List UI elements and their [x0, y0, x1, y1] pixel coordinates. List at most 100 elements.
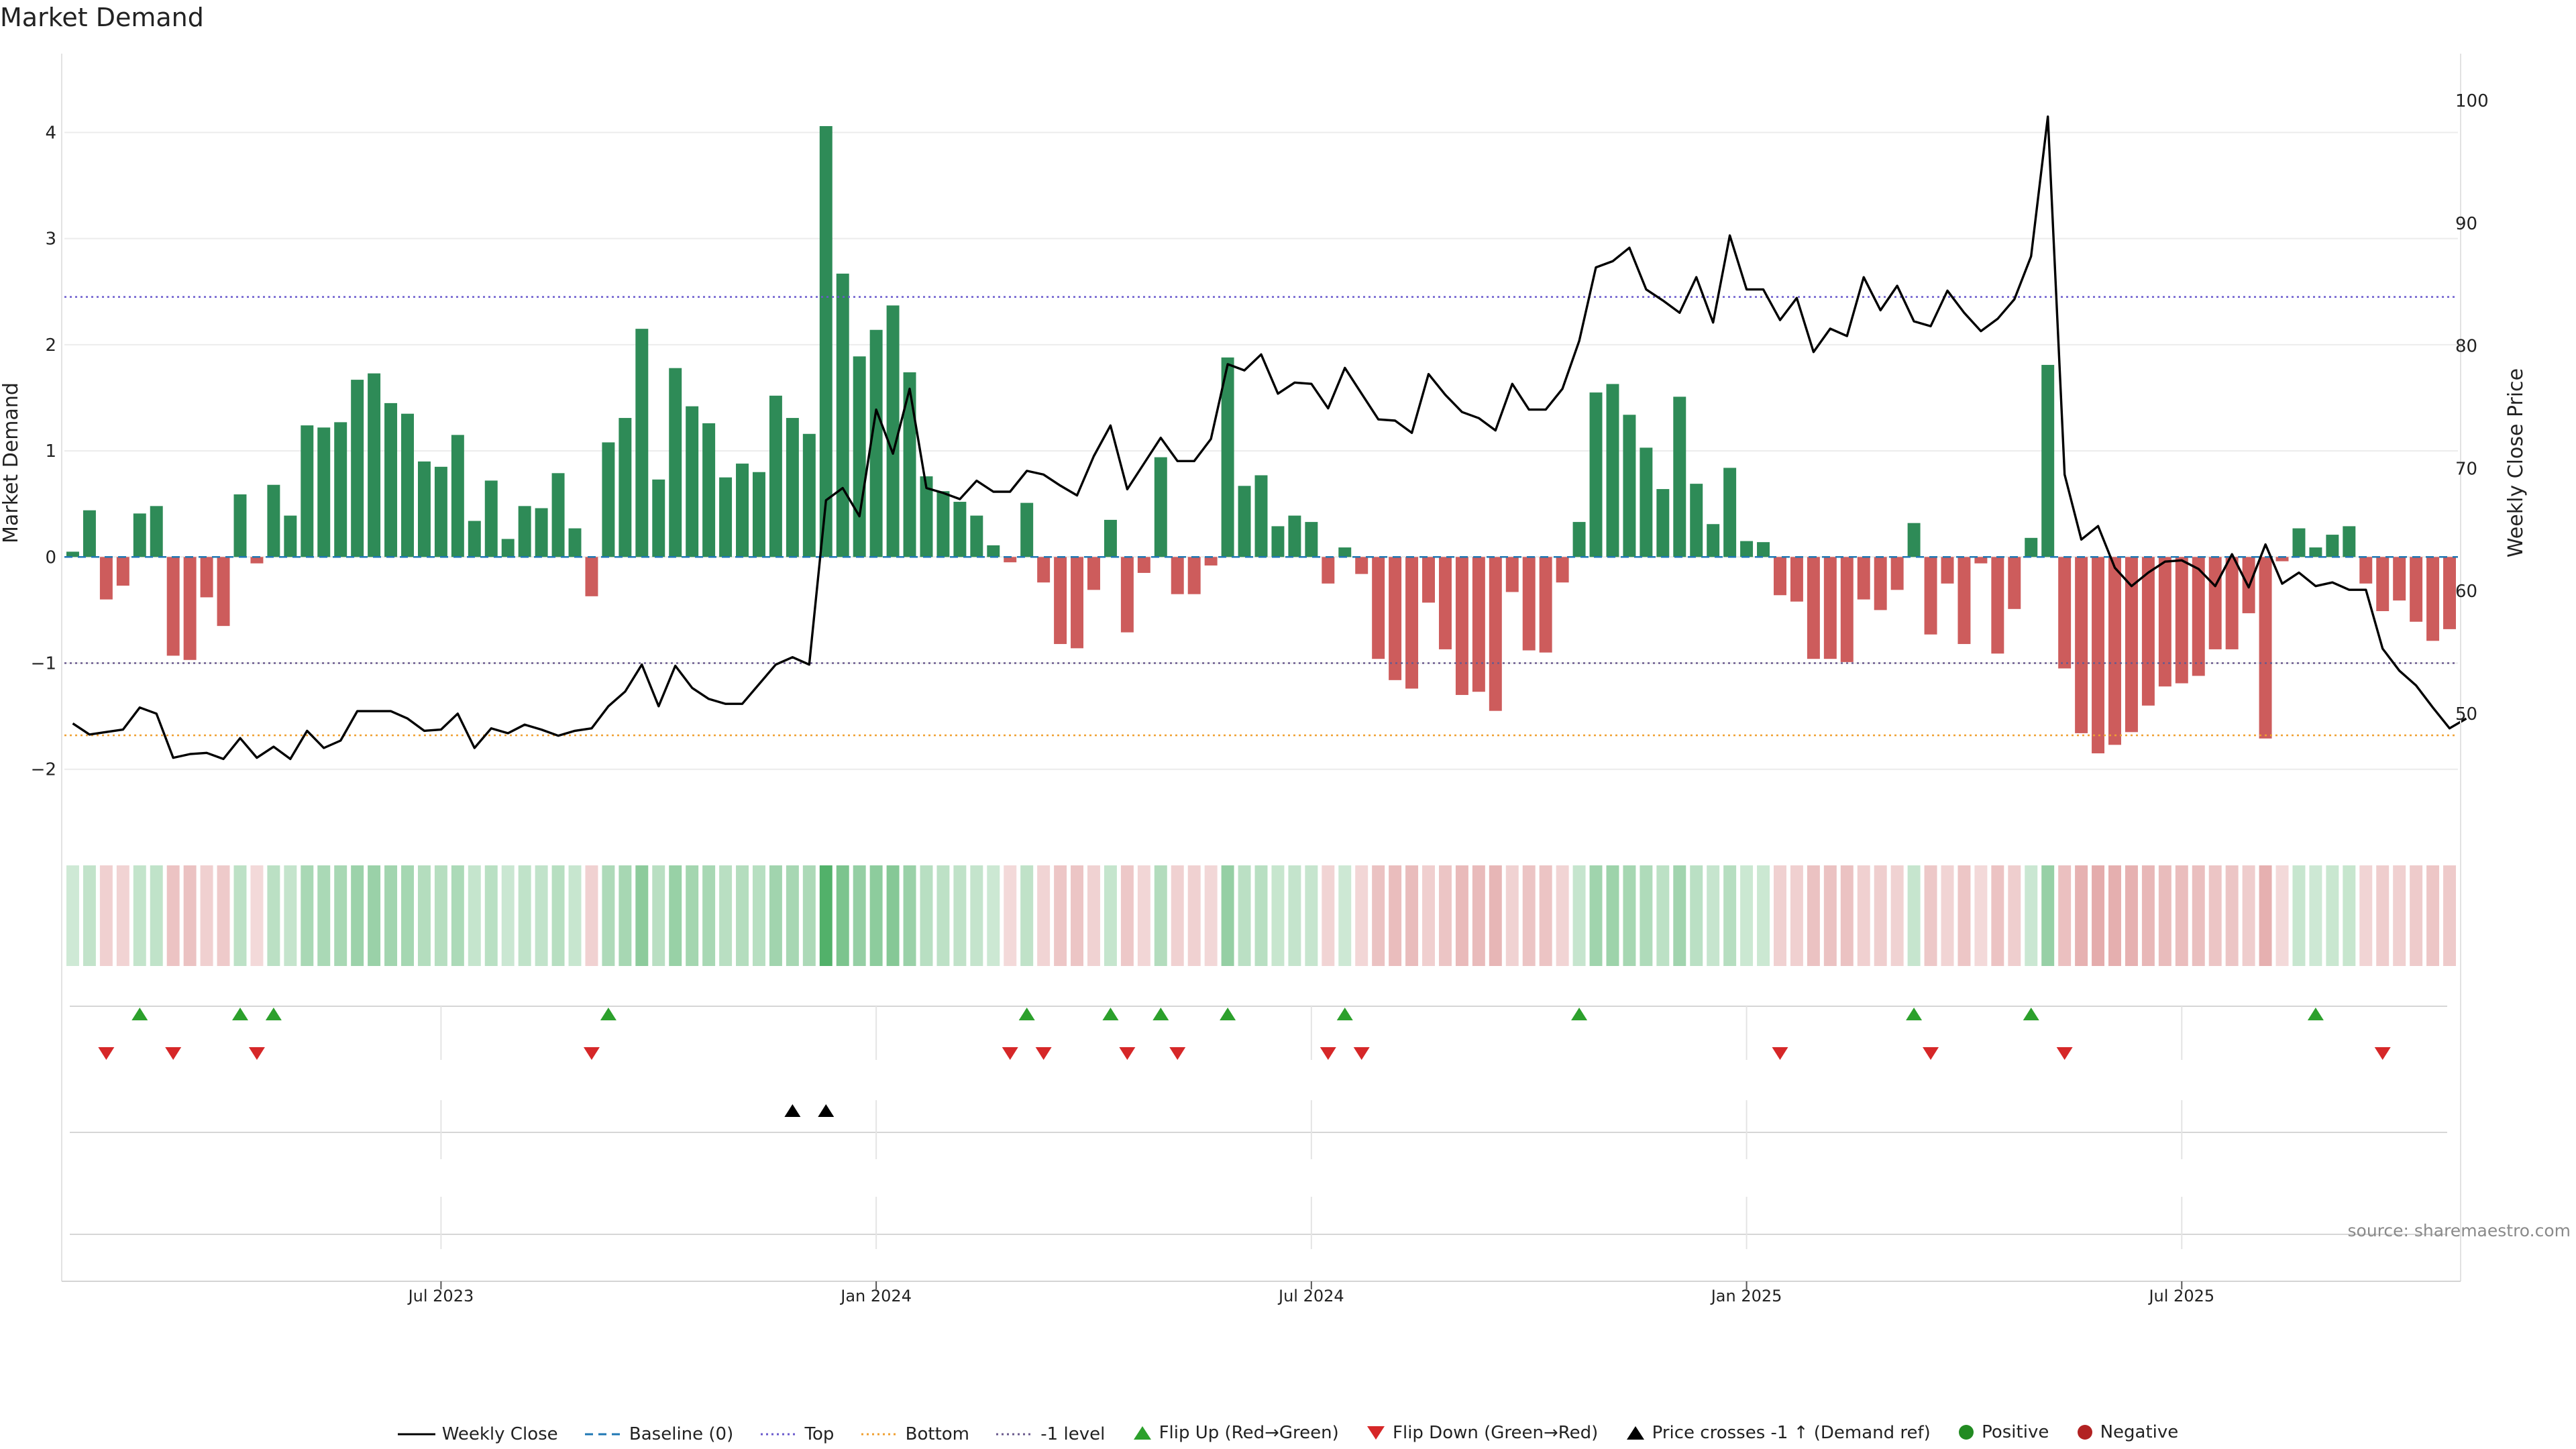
positive-demand-bar [1305, 522, 1318, 557]
strength-cell-negative [1405, 865, 1419, 966]
strength-cell-positive [886, 865, 900, 966]
positive-demand-bar [970, 515, 983, 557]
strength-cell-positive [1606, 865, 1619, 966]
strength-cell-negative [99, 865, 113, 966]
positive-demand-bar [2041, 364, 2055, 557]
positive-demand-bar [786, 418, 799, 557]
strength-cell-positive [1707, 865, 1720, 966]
strength-cell-positive [451, 865, 464, 966]
legend-bottom-swatch [861, 1433, 899, 1436]
price-cross-icon [1626, 1426, 1644, 1440]
positive-demand-bar [1338, 547, 1352, 557]
strength-cell-negative [2108, 865, 2121, 966]
strength-cell-negative [2242, 865, 2255, 966]
legend-label-flipup: Flip Up (Red→Green) [1159, 1423, 1339, 1443]
positive-demand-bar [284, 515, 297, 557]
negative-demand-bar [1522, 557, 1536, 651]
positive-demand-bar [150, 506, 163, 557]
positive-demand-bar [836, 273, 849, 557]
legend-item-negative: Negative [2076, 1422, 2178, 1442]
strength-cell-negative [2376, 865, 2390, 966]
negative-demand-bar [2175, 557, 2188, 684]
strength-cell-positive [1723, 865, 1737, 966]
strength-cell-positive [501, 865, 515, 966]
flip-down-marker [1035, 1047, 1052, 1060]
negative-demand-bar [1054, 557, 1067, 645]
legend-baseline-swatch [584, 1433, 623, 1436]
positive-demand-bar [802, 433, 816, 557]
strength-cell-positive [66, 865, 79, 966]
strength-cell-negative [1941, 865, 1954, 966]
strength-cell-positive [2326, 865, 2339, 966]
negative-demand-bar [1489, 557, 1502, 711]
legend-item-close: Weekly Close [397, 1424, 558, 1444]
strength-cell-negative [1187, 865, 1201, 966]
negative-demand-bar [1840, 557, 1854, 662]
x-tick-label: Jul 2023 [407, 1287, 474, 1305]
flip-down-marker [1119, 1047, 1136, 1060]
strength-cell-positive [1673, 865, 1686, 966]
positive-demand-bar [752, 472, 765, 557]
flip-down-marker [165, 1047, 182, 1060]
positive-demand-bar [501, 539, 515, 557]
strength-cell-negative [1823, 865, 1837, 966]
y-tick-label: 3 [45, 229, 56, 250]
positive-demand-bar [669, 368, 682, 557]
positive-demand-bar [886, 305, 900, 557]
weekly-close-series [72, 115, 2467, 761]
flip-up-icon [1133, 1426, 1151, 1440]
positive-demand-bar [936, 491, 950, 557]
flip-up-marker [2023, 1008, 2039, 1020]
strength-cell-negative [1054, 865, 1067, 966]
flip-up-marker [231, 1008, 248, 1020]
legend-item-baseline: Baseline (0) [584, 1424, 733, 1444]
negative-demand-bar [1137, 557, 1150, 574]
negative-demand-bar [2192, 557, 2205, 676]
strength-cell-negative [1389, 865, 1402, 966]
strength-cell-positive [551, 865, 565, 966]
strength-cell-positive [1020, 865, 1034, 966]
positive-demand-bar [1104, 519, 1117, 557]
positive-demand-bar [2326, 535, 2339, 557]
strength-cell-positive [786, 865, 799, 966]
strength-cell-positive [802, 865, 816, 966]
strength-cell-positive [1104, 865, 1117, 966]
flip-up-marker [1152, 1008, 1169, 1020]
flip-down-marker [1772, 1047, 1788, 1060]
negative-demand-bar [1004, 557, 1017, 563]
negative-demand-bar [585, 557, 598, 596]
negative-demand-bar [2410, 557, 2423, 622]
negative-demand-bar [2443, 557, 2457, 629]
y-tick-label: 0 [45, 547, 56, 568]
negative-demand-bar [2125, 557, 2138, 733]
price-cross-marker [818, 1104, 835, 1117]
negative-demand-bar [1991, 557, 2004, 654]
x-tick-label: Jul 2025 [2147, 1287, 2214, 1305]
y-tick-label: 4 [45, 123, 56, 143]
axes: −2 −1 0 1 2 3 4 50 60 70 80 90 100 Jul 2023 Jan 2024 Ju… [31, 54, 2489, 1305]
strength-cell-negative [1807, 865, 1820, 966]
positive-demand-bar [267, 484, 280, 557]
strength-cell-positive [1271, 865, 1285, 966]
negative-demand-bar [1037, 557, 1051, 583]
strength-cell-positive [1640, 865, 1653, 966]
positive-demand-bar [686, 406, 699, 557]
negative-demand-bar [1974, 557, 1988, 564]
strength-cell-negative [1071, 865, 1084, 966]
strength-cell-negative [1924, 865, 1937, 966]
positive-demand-bar [736, 464, 749, 557]
page-title: Market Demand [0, 3, 204, 32]
strength-cell-positive [468, 865, 481, 966]
strength-cell-positive [853, 865, 866, 966]
negative-demand-bar [2208, 557, 2222, 649]
positive-demand-bar [401, 413, 414, 557]
strength-cell-negative [2359, 865, 2373, 966]
positive-demand-bar [1606, 384, 1619, 557]
strength-cell-negative [1438, 865, 1452, 966]
strength-cell-negative [2141, 865, 2155, 966]
strength-cell-negative [1037, 865, 1051, 966]
strength-cell-negative [2426, 865, 2440, 966]
positive-demand-bar [635, 329, 649, 557]
strength-cell-positive [434, 865, 447, 966]
